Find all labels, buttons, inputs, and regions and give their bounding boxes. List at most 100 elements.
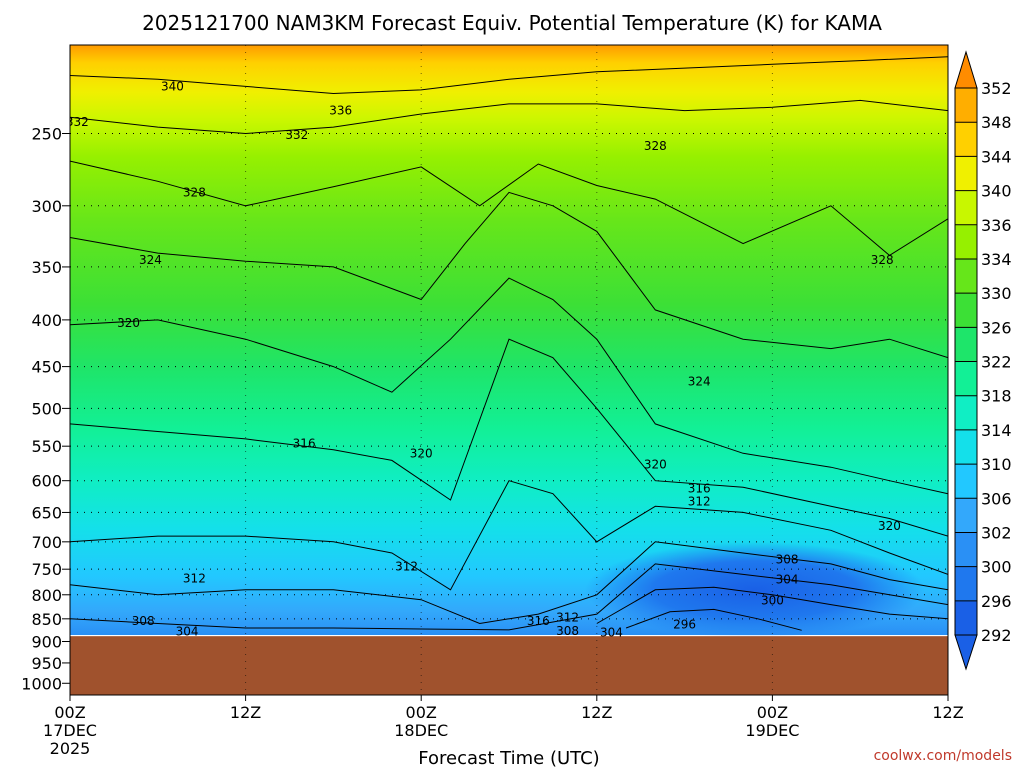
credit-text: coolwx.com/models <box>874 748 1012 764</box>
chart-title: 2025121700 NAM3KM Forecast Equiv. Potent… <box>142 11 882 35</box>
colorbar-label: 292 <box>981 626 1012 645</box>
contour-312 <box>70 480 948 591</box>
ground-below-surface <box>70 636 948 695</box>
contour-label: 328 <box>644 139 667 153</box>
y-tick-label: 850 <box>31 610 62 629</box>
colorbar-label: 318 <box>981 387 1012 406</box>
contour-label: 312 <box>556 610 579 624</box>
contour-label: 320 <box>410 446 433 460</box>
colorbar-label: 326 <box>981 318 1012 337</box>
y-tick-label: 750 <box>31 560 62 579</box>
y-tick-label: 1000 <box>21 674 62 693</box>
colorbar-swatch <box>955 88 977 123</box>
y-tick-label: 250 <box>31 124 62 143</box>
colorbar-label: 352 <box>981 79 1012 98</box>
y-tick-label: 800 <box>31 586 62 605</box>
x-tick-date: 18DEC <box>394 721 448 740</box>
contour-label: 308 <box>556 624 579 638</box>
y-tick-label: 450 <box>31 358 62 377</box>
y-tick-label: 700 <box>31 533 62 552</box>
colorbar-label: 340 <box>981 182 1012 201</box>
colorbar-label: 348 <box>981 113 1012 132</box>
x-axis-label: Forecast Time (UTC) <box>418 748 599 768</box>
contour-label: 296 <box>673 617 696 631</box>
contour-label: 312 <box>395 560 418 574</box>
contour-label: 324 <box>139 253 162 267</box>
x-tick-label: 12Z <box>581 703 612 722</box>
contour-300 <box>596 586 948 624</box>
x-tick-year: 2025 <box>50 739 91 758</box>
colorbar-swatch <box>955 464 977 499</box>
colorbar-swatch <box>955 498 977 533</box>
colorbar-swatch <box>955 429 977 465</box>
contour-332 <box>70 99 948 135</box>
contour-label: 304 <box>776 573 799 587</box>
y-tick-label: 500 <box>31 399 62 418</box>
x-tick-date: 17DEC <box>43 721 97 740</box>
contour-label: 312 <box>183 572 206 586</box>
contour-304 <box>70 563 948 631</box>
colorbar: 292 296 300 302 306 310 314 318 322 326 330 334 336 3… <box>954 50 1012 671</box>
y-tick-label: 350 <box>31 258 62 277</box>
contour-label: 332 <box>285 128 308 142</box>
y-axis: 250 300 350 400 450 500 550 600 650 700 750 800 850 9… <box>21 124 70 693</box>
colorbar-swatch <box>955 566 977 602</box>
contour-324 <box>70 191 948 359</box>
y-tick-label: 950 <box>31 654 62 673</box>
contour-label: 308 <box>132 614 155 628</box>
y-tick-label: 600 <box>31 472 62 491</box>
contour-308 <box>70 541 948 625</box>
contour-label: 320 <box>644 458 667 472</box>
x-tick-date: 19DEC <box>745 721 799 740</box>
colorbar-label: 296 <box>981 592 1012 611</box>
colorbar-swatch <box>955 293 977 328</box>
plot-area: 340 332 336 332 328 328 324 328 320 324 316 320 320 3… <box>66 45 948 695</box>
contour-label: 332 <box>66 115 89 129</box>
contour-label: 316 <box>527 614 550 628</box>
colorbar-swatch <box>955 190 977 226</box>
y-tick-label: 900 <box>31 632 62 651</box>
colorbar-label: 322 <box>981 353 1012 372</box>
contour-label: 328 <box>183 185 206 199</box>
colorbar-swatch <box>955 258 977 294</box>
colorbar-label: 306 <box>981 489 1012 508</box>
colorbar-label: 300 <box>981 558 1012 577</box>
colorbar-label: 314 <box>981 421 1012 440</box>
colorbar-top-arrow <box>954 50 978 89</box>
contour-label: 312 <box>688 494 711 508</box>
colorbar-label: 302 <box>981 523 1012 542</box>
y-tick-label: 550 <box>31 437 62 456</box>
colorbar-label: 334 <box>981 250 1012 269</box>
contour-320 <box>70 277 948 495</box>
colorbar-label: 336 <box>981 216 1012 235</box>
x-tick-label: 12Z <box>230 703 261 722</box>
contour-label: 320 <box>878 519 901 533</box>
x-tick-label: 00Z <box>406 703 437 722</box>
x-tick-label: 00Z <box>54 703 85 722</box>
colorbar-bottom-arrow <box>954 634 978 671</box>
colorbar-swatch <box>955 224 977 260</box>
contour-316 <box>70 338 948 537</box>
colorbar-swatch <box>955 327 977 362</box>
contour-label: 340 <box>161 79 184 93</box>
contour-label: 320 <box>117 316 140 330</box>
y-tick-label: 650 <box>31 503 62 522</box>
contour-label: 316 <box>688 482 711 496</box>
contour-label: 316 <box>293 436 316 450</box>
contour-label: 336 <box>329 104 352 118</box>
contour-label: 328 <box>871 253 894 267</box>
contour-labels: 340 332 336 332 328 328 324 328 320 324 316 320 320 3… <box>66 79 901 640</box>
x-tick-label: 12Z <box>932 703 963 722</box>
colorbar-swatch <box>955 122 977 157</box>
colorbar-swatch <box>955 532 977 568</box>
x-tick-label: 00Z <box>757 703 788 722</box>
contour-296 <box>625 608 802 631</box>
contour-label: 304 <box>176 625 199 639</box>
contour-label: 304 <box>600 626 623 640</box>
cold-pool <box>585 542 925 638</box>
colorbar-swatch <box>955 156 977 192</box>
contour-336 <box>70 56 948 95</box>
colorbar-swatch <box>955 361 977 397</box>
